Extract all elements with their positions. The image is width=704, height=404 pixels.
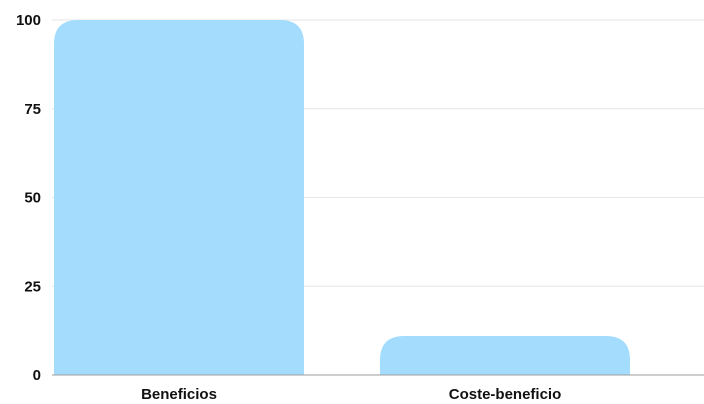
y-tick-label: 50 — [24, 190, 41, 207]
y-tick-label: 75 — [24, 101, 41, 118]
y-tick-label: 25 — [24, 278, 41, 295]
x-tick-label: Coste-beneficio — [449, 386, 562, 403]
bars — [54, 20, 630, 375]
bar-coste-beneficio — [380, 335, 630, 375]
x-tick-label: Beneficios — [141, 386, 217, 403]
y-tick-label: 100 — [16, 12, 41, 29]
x-axis-tick-labels: Beneficios Coste-beneficio — [141, 386, 561, 403]
y-tick-label: 0 — [33, 367, 41, 384]
y-axis-tick-labels: 0 25 50 75 100 — [16, 12, 41, 384]
bar-beneficios — [54, 20, 304, 375]
